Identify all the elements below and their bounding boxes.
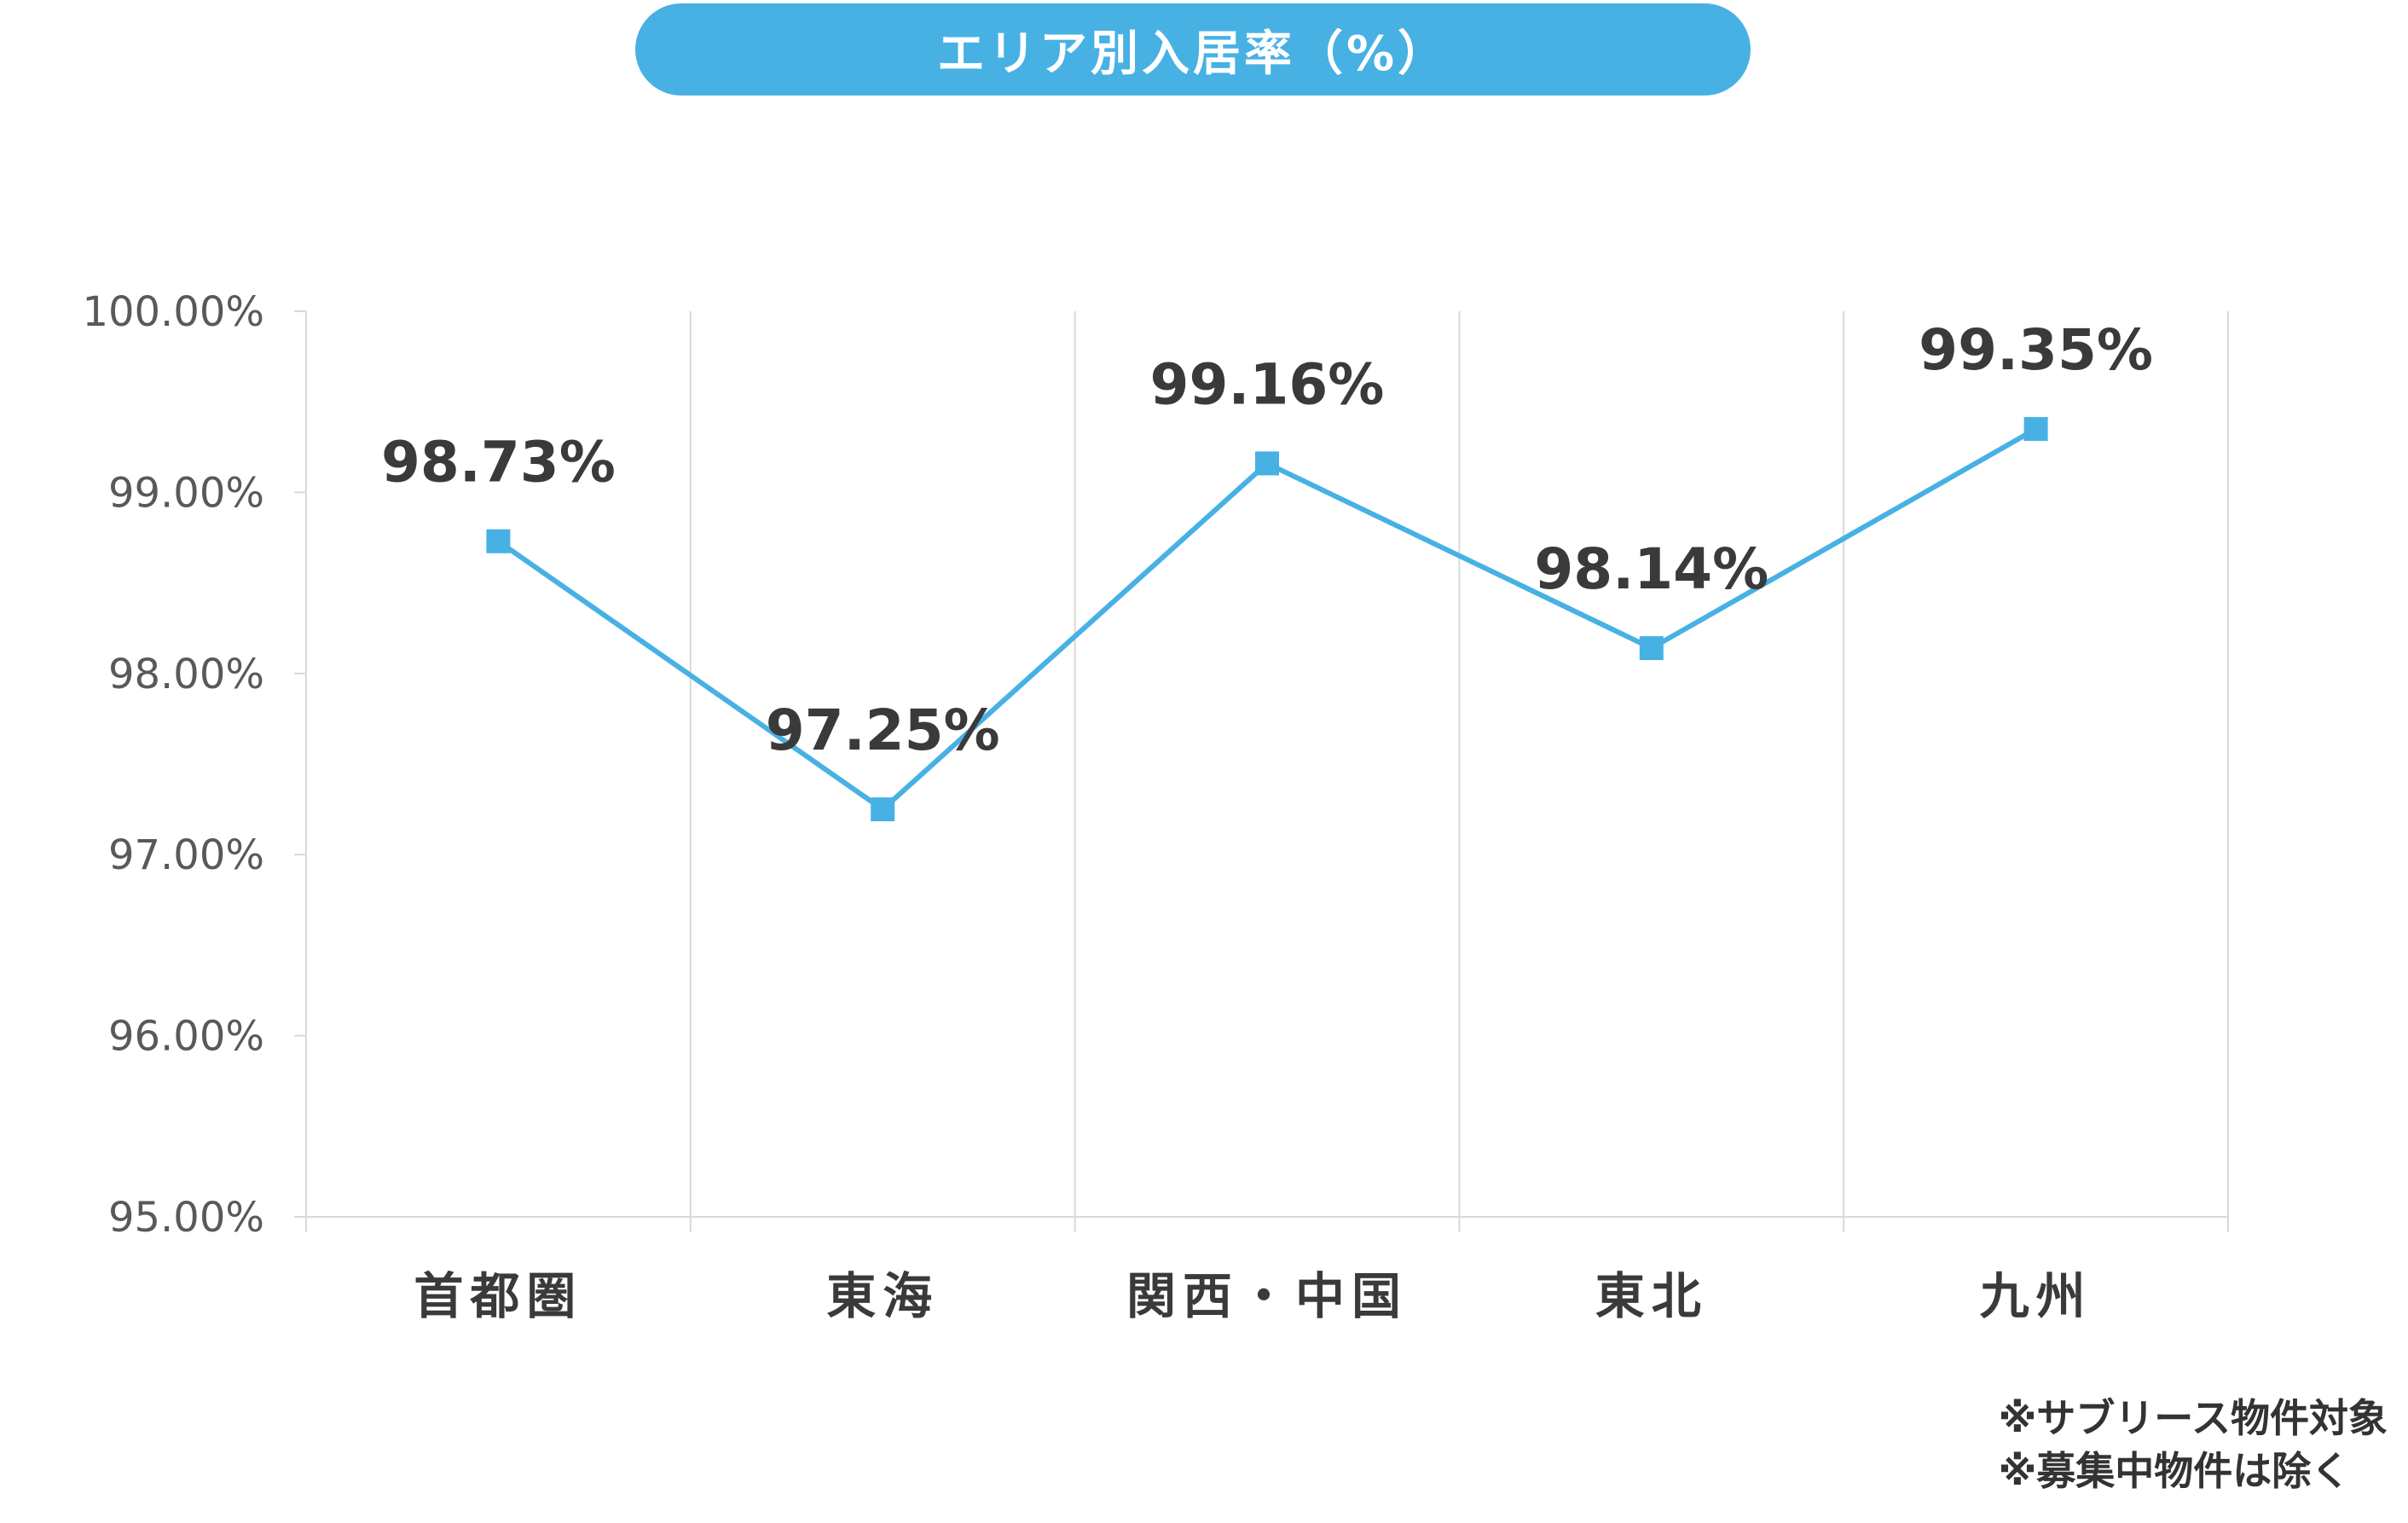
chart-title: エリア別入居率（%） [936,26,1450,82]
y-tick-label: 97.00% [108,831,264,879]
x-category-label: 首都圏 [414,1267,582,1325]
x-category-label: 九州 [1980,1267,2093,1325]
x-category-label: 関西・中国 [1126,1267,1408,1325]
data-point-marker [1255,451,1279,476]
x-axis-category-labels: 首都圏 東海 関西・中国 東北 九州 [414,1267,2093,1325]
data-point-marker [486,529,511,553]
data-label: 98.73% [381,430,616,495]
data-label: 97.25% [766,698,1000,763]
data-label: 98.14% [1534,536,1768,602]
series-occupancy-rate [486,417,2048,822]
y-tick-label: 99.00% [108,469,264,517]
data-point-marker [871,797,895,822]
data-label: 99.35% [1919,317,2153,383]
y-tick-label: 98.00% [108,651,264,698]
y-tick-label: 100.00% [82,288,264,336]
axes [294,310,2228,1218]
data-label: 99.16% [1150,351,1385,417]
data-point-marker [1639,636,1664,661]
y-tick-label: 96.00% [108,1013,264,1061]
footnotes: ※サブリース物件対象 ※募集中物件は除く [1999,1392,2388,1497]
data-point-marker [2023,417,2048,442]
footnote-sublease: ※サブリース物件対象 [1998,1395,2388,1441]
x-category-label: 東海 [826,1267,939,1325]
chart-title-banner: エリア別入居率（%） [635,3,1751,96]
y-tick-label: 95.00% [108,1194,264,1242]
data-labels: 98.73% 97.25% 99.16% 98.14% 99.35% [381,317,2153,763]
footnote-vacancy-excluded: ※募集中物件は除く [1998,1448,2351,1494]
y-axis-tick-labels: 95.00% 96.00% 97.00% 98.00% 99.00% 100.00% [82,288,264,1242]
x-category-label: 東北 [1595,1267,1708,1325]
series-line [495,426,2039,813]
